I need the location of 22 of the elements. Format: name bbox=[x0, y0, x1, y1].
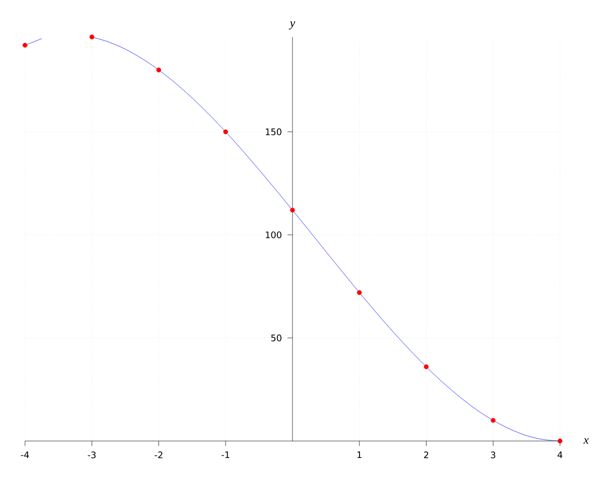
point bbox=[156, 68, 162, 72]
y-tick-label: 150 bbox=[266, 128, 282, 136]
y-tick-label: 50 bbox=[271, 334, 282, 342]
x-tick-label: 3 bbox=[490, 452, 496, 458]
point bbox=[356, 290, 362, 295]
point bbox=[22, 42, 28, 48]
point bbox=[223, 129, 228, 134]
point bbox=[89, 34, 94, 40]
y-axis-title: y bbox=[288, 21, 296, 30]
x-tick-label: 4 bbox=[558, 452, 562, 458]
point bbox=[424, 364, 429, 370]
x-tick-label: -1 bbox=[222, 452, 230, 458]
x-tick-label: -2 bbox=[154, 452, 162, 458]
x-tick-label: -4 bbox=[20, 452, 29, 458]
x-tick-label: 1 bbox=[358, 452, 362, 458]
point bbox=[290, 208, 295, 213]
point bbox=[490, 418, 496, 423]
x-tick-label: 2 bbox=[424, 452, 428, 458]
x-tick-label: -3 bbox=[88, 452, 96, 458]
x-axis-title: x bbox=[583, 438, 589, 444]
point bbox=[558, 438, 562, 444]
y-tick-label: 100 bbox=[266, 231, 282, 238]
